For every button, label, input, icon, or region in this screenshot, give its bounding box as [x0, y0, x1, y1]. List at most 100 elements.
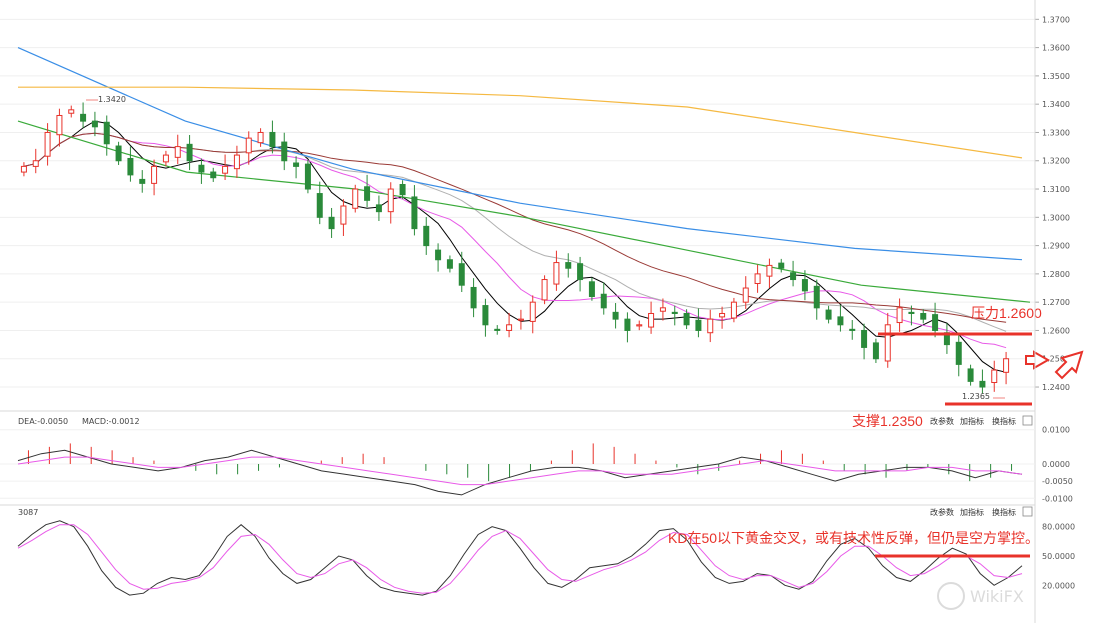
candle [115, 141, 122, 165]
candle-body [565, 262, 572, 269]
macd-tick-label: 0.0100 [1042, 426, 1070, 435]
candle [529, 295, 536, 334]
candle-body [139, 178, 146, 184]
params-button[interactable]: 改参数 [930, 416, 954, 426]
ma-line-ma5 [23, 120, 1007, 373]
candle [328, 207, 335, 238]
candle-body [577, 263, 584, 281]
price-tick-label: 1.3500 [1042, 72, 1070, 81]
swap-indicator-button[interactable]: 换指标 [992, 416, 1016, 426]
candle [517, 309, 524, 330]
low-marker: 1.2365 [962, 392, 1005, 401]
candle-body [115, 145, 122, 162]
kd-tick-label: 50.0000 [1042, 552, 1075, 561]
candle [742, 276, 749, 309]
candle [991, 360, 998, 392]
close-icon[interactable] [1022, 415, 1033, 426]
candle-body [517, 318, 524, 321]
candle [20, 162, 27, 177]
candle [695, 308, 702, 338]
add-indicator-button[interactable]: 加指标 [960, 416, 984, 426]
resistance-label: 压力1.2600 [971, 305, 1042, 321]
macd-tick-label: -0.0050 [1042, 477, 1073, 486]
candle-body [932, 314, 939, 331]
candle [80, 102, 87, 128]
candle [162, 150, 169, 167]
candle [801, 270, 808, 301]
candle-body [281, 141, 288, 162]
candle [790, 260, 797, 287]
price-grid [0, 18, 1035, 388]
price-tick-label: 1.2700 [1042, 298, 1070, 307]
candle [719, 306, 726, 329]
candle-body [991, 369, 998, 384]
candle-body [861, 329, 868, 348]
candle-body [494, 328, 501, 331]
candle [612, 303, 619, 329]
candle-body [162, 154, 169, 163]
candle-body [837, 316, 844, 326]
candle-body [458, 263, 465, 286]
rebound-arrow-icon [1025, 350, 1051, 370]
candle [506, 312, 513, 338]
support-label: 支撑1.2350 [852, 413, 923, 429]
candle-body [91, 120, 98, 128]
candle-body [375, 204, 382, 213]
ma-line-ma250 [18, 86, 1023, 159]
candle [837, 305, 844, 332]
kd-close-icon[interactable] [1022, 506, 1033, 517]
kd-note: KD在50以下黄金交叉，或有技术性反弹，但仍是空方掌控。 [668, 530, 1039, 546]
candle [411, 185, 418, 236]
up-arrow-icon [1054, 350, 1084, 380]
candle [304, 159, 311, 194]
dea-label: DEA:-0.0050 [18, 417, 68, 426]
watermark-text: WikiFX [970, 587, 1024, 606]
candle [364, 174, 371, 208]
candle [825, 305, 832, 324]
price-tick-label: 1.3200 [1042, 157, 1070, 166]
candle-body [719, 312, 726, 318]
candle-body [103, 121, 110, 145]
candle [979, 369, 986, 394]
candle-body [553, 262, 560, 285]
candle-body [624, 318, 631, 331]
kd-add-indicator-button[interactable]: 加指标 [960, 507, 984, 517]
macd-header: DEA:-0.0050 MACD:-0.0012 [18, 417, 140, 426]
candle-body [186, 143, 193, 162]
kd-swap-indicator-button[interactable]: 换指标 [992, 507, 1016, 517]
kd-lines [17, 520, 1023, 596]
candle [482, 298, 489, 337]
candle-body [541, 279, 548, 301]
candle-body [884, 324, 891, 362]
kd-label: 3087 [18, 508, 38, 517]
candle [754, 264, 761, 293]
candle [861, 323, 868, 360]
candle [943, 323, 950, 354]
candle-body [612, 311, 619, 320]
candle-body [801, 279, 808, 292]
macd-lines [17, 449, 1023, 496]
candle-body [872, 342, 879, 360]
price-candles [20, 102, 1010, 394]
candle-body [506, 324, 513, 331]
price-tick-label: 1.2500 [1042, 355, 1070, 364]
candle [577, 256, 584, 292]
candle-body [233, 154, 240, 170]
high-marker: 1.3420 [86, 95, 126, 104]
macd-dea-line [17, 456, 1023, 486]
candle-body [387, 188, 394, 213]
candle [920, 309, 927, 324]
candle-body [588, 281, 595, 298]
candle [896, 298, 903, 332]
candle [174, 134, 181, 165]
candle-body [695, 319, 702, 331]
ma-line-ma60 [17, 120, 1031, 303]
candle [1003, 351, 1010, 385]
candle [494, 325, 501, 335]
high-label: 1.3420 [98, 95, 126, 104]
kd-params-button[interactable]: 改参数 [930, 507, 954, 517]
candle [659, 298, 666, 321]
candle-body [671, 311, 678, 314]
candle-body [32, 160, 39, 167]
